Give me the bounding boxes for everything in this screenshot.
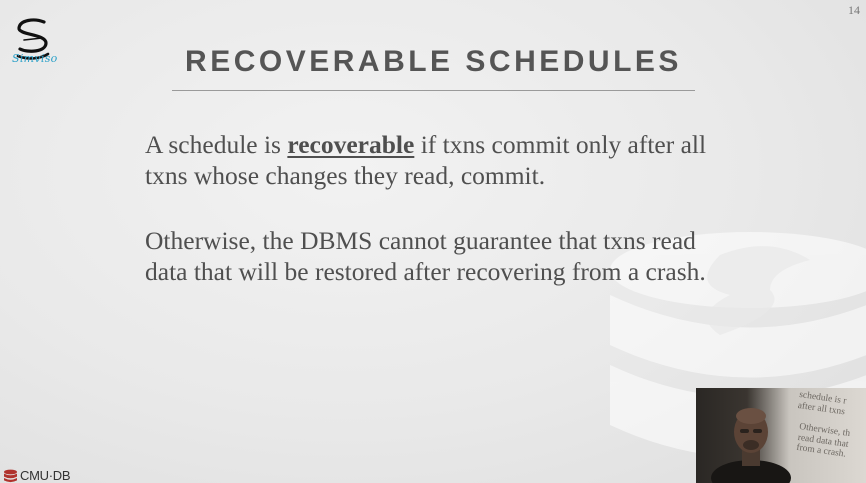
- definition-text-end: if txns commit only after all txns whose…: [145, 130, 707, 190]
- database-icon: [4, 469, 17, 482]
- definition-text-start: A schedule is: [145, 130, 288, 159]
- page-number: 14: [848, 3, 860, 17]
- cmu-db-logo-text: CMU·DB: [20, 468, 71, 483]
- recoverable-keyword: recoverable: [287, 130, 415, 159]
- title-divider: [172, 90, 695, 91]
- definition-paragraph: A schedule is recoverable if txns commit…: [145, 129, 725, 191]
- simviso-logo-text: Simviso: [12, 52, 58, 65]
- consequence-paragraph: Otherwise, the DBMS cannot guarantee tha…: [145, 226, 706, 286]
- webcam-video: schedule is r after all txns Otherwise, …: [696, 388, 866, 483]
- presenter-figure: [711, 408, 791, 483]
- slide-title: RECOVERABLE SCHEDULES: [185, 45, 682, 78]
- simviso-logo-icon: [16, 18, 50, 60]
- cmu-db-logo: CMU·DB: [3, 468, 71, 483]
